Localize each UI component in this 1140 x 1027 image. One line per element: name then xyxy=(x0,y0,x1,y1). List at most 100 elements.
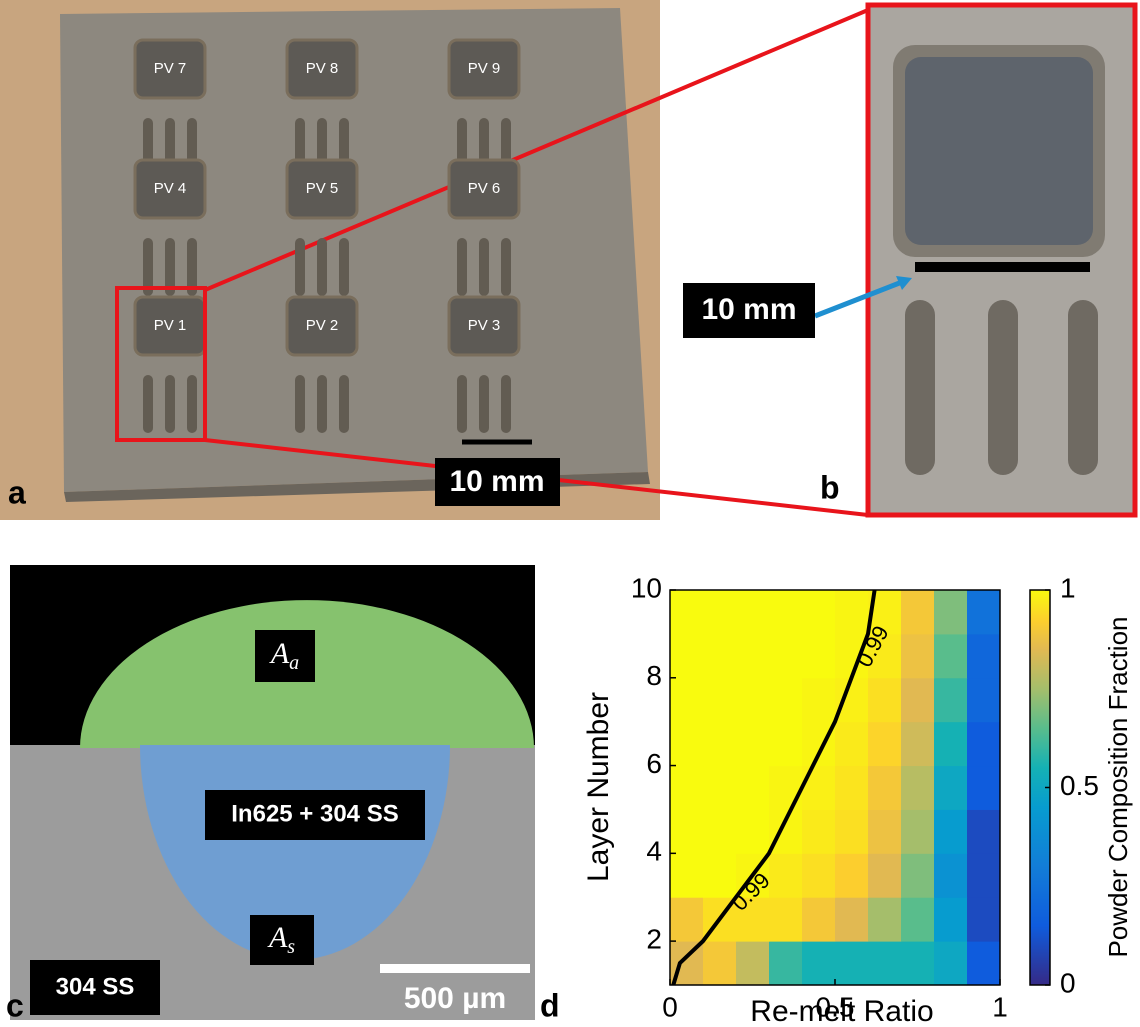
heat-cell xyxy=(703,634,737,678)
heat-cell xyxy=(835,678,869,722)
specimen-label: PV 7 xyxy=(154,60,187,77)
region-label: In625 + 304 SS xyxy=(231,800,398,827)
heat-cell xyxy=(703,809,737,853)
heat-cell xyxy=(802,853,836,897)
heat-cell xyxy=(934,941,968,985)
heat-cell xyxy=(736,590,770,634)
heat-cell xyxy=(901,678,935,722)
specimen-label: PV 8 xyxy=(306,60,339,77)
y-axis-label: Layer Number xyxy=(582,692,615,882)
symbol: A xyxy=(267,921,288,954)
heat-cell xyxy=(967,941,1001,985)
panel-letter: a xyxy=(8,474,26,510)
heat-cell xyxy=(802,634,836,678)
panel-letter: c xyxy=(6,987,24,1023)
heat-cell xyxy=(703,678,737,722)
heat-cell xyxy=(967,590,1001,634)
heat-cell xyxy=(868,941,902,985)
heat-cell xyxy=(736,809,770,853)
slot xyxy=(339,375,349,433)
scale-label: 500 µm xyxy=(404,982,506,1015)
x-tick-label: 0.5 xyxy=(816,991,855,1022)
slot xyxy=(187,375,197,433)
heat-cell xyxy=(934,809,968,853)
heat-cell xyxy=(901,897,935,941)
heat-cell xyxy=(901,853,935,897)
y-tick-label: 2 xyxy=(646,924,662,955)
heat-cell xyxy=(901,809,935,853)
heat-cell xyxy=(934,634,968,678)
slot xyxy=(457,238,467,296)
specimen-label: PV 4 xyxy=(154,180,187,197)
heat-cell xyxy=(736,634,770,678)
square-specimen xyxy=(905,57,1093,245)
heat-cell xyxy=(769,766,803,810)
heat-cell xyxy=(934,853,968,897)
heat-cell xyxy=(802,678,836,722)
specimen-label: PV 6 xyxy=(468,180,501,197)
colorbar-tick-label: 0.5 xyxy=(1060,770,1099,801)
heat-cell xyxy=(934,897,968,941)
heat-cell xyxy=(769,634,803,678)
subscript: s xyxy=(287,936,295,958)
slot xyxy=(143,375,153,433)
heat-cell xyxy=(868,897,902,941)
heat-cell xyxy=(835,897,869,941)
x-tick-label: 1 xyxy=(992,991,1008,1022)
heat-cell xyxy=(967,809,1001,853)
substrate-label: 304 SS xyxy=(56,973,135,1000)
heat-cell xyxy=(736,722,770,766)
colorbar-tick-label: 1 xyxy=(1060,572,1076,603)
scale-label: 10 mm xyxy=(449,465,544,498)
x-tick-label: 0 xyxy=(662,991,678,1022)
heat-cell xyxy=(901,766,935,810)
slot xyxy=(905,300,935,475)
specimen-label: PV 1 xyxy=(154,317,187,334)
heat-cell xyxy=(901,590,935,634)
heat-cell xyxy=(835,809,869,853)
heat-cell xyxy=(934,722,968,766)
slot xyxy=(295,375,305,433)
specimen-label: PV 5 xyxy=(306,180,339,197)
heat-cell xyxy=(736,766,770,810)
slot xyxy=(317,238,327,296)
slot xyxy=(165,375,175,433)
colorbar-label: Powder Composition Fraction xyxy=(1103,616,1133,957)
panel-letter: b xyxy=(820,469,840,505)
panel-letter: d xyxy=(540,987,560,1023)
heat-cell xyxy=(967,634,1001,678)
heat-cell xyxy=(769,590,803,634)
heat-cell xyxy=(901,634,935,678)
slot xyxy=(339,238,349,296)
heat-cell xyxy=(703,941,737,985)
heat-cell xyxy=(868,766,902,810)
heat-cell xyxy=(901,722,935,766)
scale-label: 10 mm xyxy=(701,293,796,326)
slot xyxy=(317,375,327,433)
slot xyxy=(479,375,489,433)
heat-cell xyxy=(736,941,770,985)
heat-cell xyxy=(670,897,704,941)
y-tick-label: 4 xyxy=(646,836,662,867)
subscript: a xyxy=(289,652,299,674)
y-tick-label: 10 xyxy=(631,572,662,603)
slot xyxy=(501,238,511,296)
slot xyxy=(988,300,1018,475)
scale-bar xyxy=(380,964,530,973)
heat-cell xyxy=(769,897,803,941)
heat-cell xyxy=(868,722,902,766)
colorbar-tick-label: 0 xyxy=(1060,967,1076,998)
heat-cell xyxy=(769,941,803,985)
heat-cell xyxy=(670,853,704,897)
heat-cell xyxy=(670,722,704,766)
heat-cell xyxy=(868,809,902,853)
heat-cell xyxy=(835,853,869,897)
heat-cell xyxy=(802,590,836,634)
heat-cell xyxy=(670,766,704,810)
specimen-label: PV 2 xyxy=(306,317,339,334)
heat-cell xyxy=(835,766,869,810)
panel-c: Aa In625 + 304 SS As 304 SS 500 µm c xyxy=(6,565,535,1023)
y-tick-label: 8 xyxy=(646,660,662,691)
heat-cell xyxy=(835,722,869,766)
